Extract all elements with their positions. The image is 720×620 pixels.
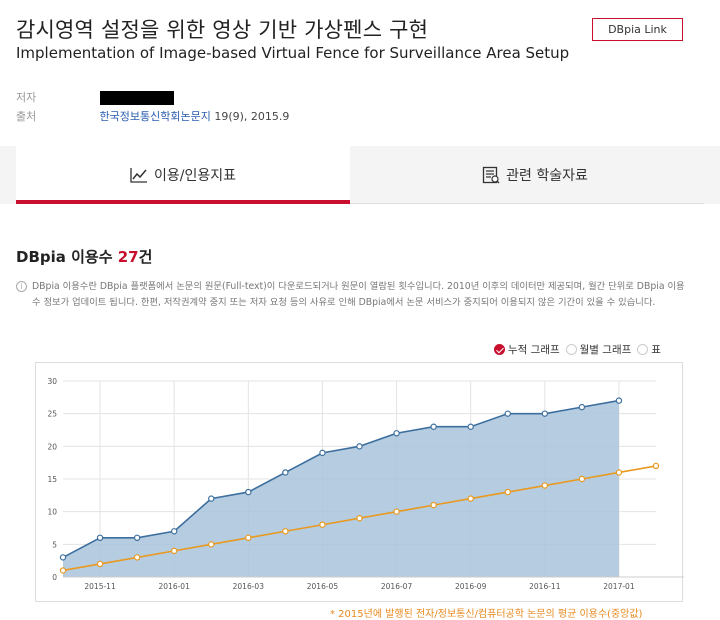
tab-usage-citation[interactable]: 이용/인용지표 [16,146,350,204]
source-row: 출처 한국정보통신학회논문지 19(9), 2015.9 [16,108,289,124]
usage-point [59,554,67,561]
option-cumulative-graph[interactable]: 누적 그래프 [494,342,560,357]
average-point [393,508,400,515]
radio-unchecked-icon [637,344,649,355]
article-title-korean: 감시영역 설정을 위한 영상 기반 가상펜스 구현 [16,18,429,42]
usage-point [170,528,178,535]
x-tick-label: 2016-09 [455,582,487,591]
usage-point [208,495,215,502]
author-row: 저자 [16,89,174,105]
option-monthly-label: 월별 그래프 [579,344,632,356]
usage-point [615,397,623,404]
usage-point [319,449,326,457]
usage-point [541,410,549,417]
usage-point [504,410,511,417]
usage-heading-prefix: DBpia 이용수 [16,248,118,266]
average-point [615,469,623,476]
average-point [578,475,586,483]
article-header: 감시영역 설정을 위한 영상 기반 가상펜스 구현 Implementation… [0,0,720,146]
x-tick-label: 2016-03 [233,582,265,591]
usage-point [356,443,363,450]
x-tick-label: 2016-07 [381,582,413,591]
average-point [356,514,363,522]
document-list-icon [482,166,500,184]
average-point [541,482,549,489]
source-journal-link[interactable]: 한국정보통신학회논문지 [99,110,211,123]
x-tick-label: 2017-01 [603,582,635,591]
author-label: 저자 [16,91,37,104]
option-table[interactable]: 표 [637,342,661,357]
tab-related-materials-label: 관련 학술자료 [506,168,588,184]
usage-point [393,430,400,437]
tab-bar: 이용/인용지표 관련 학술자료 [0,146,720,204]
usage-chart-svg: 0 5 10 15 20 25 30 2015-11 2016-01 2016-03 2016-05… [47,377,684,591]
usage-point [467,423,474,430]
average-point [282,528,289,535]
usage-point [133,534,141,541]
y-tick-label: 10 [47,508,57,517]
average-point [170,547,178,555]
author-redacted [99,91,174,105]
radio-checked-icon [494,344,505,355]
radio-unchecked-icon [565,344,577,355]
x-tick-label: 2016-01 [159,582,191,591]
usage-point [578,403,586,411]
tab-related-materials[interactable]: 관련 학술자료 [350,146,720,204]
average-point [245,534,252,541]
x-tick-label: 2016-11 [529,582,561,591]
article-title-english: Implementation of Image-based Virtual Fe… [16,44,570,62]
y-tick-label: 30 [47,377,57,386]
average-point [467,495,474,502]
graph-view-options: 누적 그래프 월별 그래프 표 [494,342,667,357]
y-tick-label: 25 [47,410,57,419]
y-tick-label: 15 [47,475,57,484]
option-cumulative-label: 누적 그래프 [508,344,560,356]
y-tick-label: 5 [52,540,57,549]
dbpia-link-button[interactable]: DBpia Link [592,18,683,41]
average-point [208,541,215,548]
info-icon: i [16,281,27,292]
active-tab-indicator [16,200,350,204]
usage-point [96,534,104,541]
x-tick-label: 2016-05 [307,582,339,591]
option-monthly-graph[interactable]: 월별 그래프 [565,342,632,357]
usage-point [245,488,252,496]
option-table-label: 표 [651,344,661,356]
usage-area [63,400,619,577]
usage-heading: DBpia 이용수 27건 [16,246,152,267]
usage-count: 27 [117,248,139,266]
y-tick-label: 0 [52,573,57,582]
average-point [430,501,437,509]
x-tick-label: 2015-11 [84,582,116,591]
source-issue: 19(9), 2015.9 [214,110,290,123]
line-chart-icon [130,167,148,183]
average-point [96,560,104,568]
usage-point [430,423,437,430]
average-point [319,521,326,528]
y-tick-label: 20 [47,442,57,451]
usage-notice: DBpia 이용수란 DBpia 플랫폼에서 논문의 원문(Full-text)… [32,281,685,308]
average-point [133,554,141,561]
usage-chart: 0 5 10 15 20 25 30 2015-11 2016-01 2016-03 2016-05… [35,362,684,602]
tab-divider-line [350,203,704,204]
average-footnote: * 2015년에 발행된 전자/정보통신/컴퓨터공학 논문의 평균 이용수(중앙… [330,609,643,620]
average-point [652,462,660,470]
usage-point [282,469,289,476]
usage-heading-suffix: 건 [138,248,153,266]
average-point [504,488,511,496]
source-label: 출처 [16,110,37,123]
usage-line [62,399,620,559]
tab-usage-citation-label: 이용/인용지표 [154,168,236,184]
average-point [59,567,67,574]
